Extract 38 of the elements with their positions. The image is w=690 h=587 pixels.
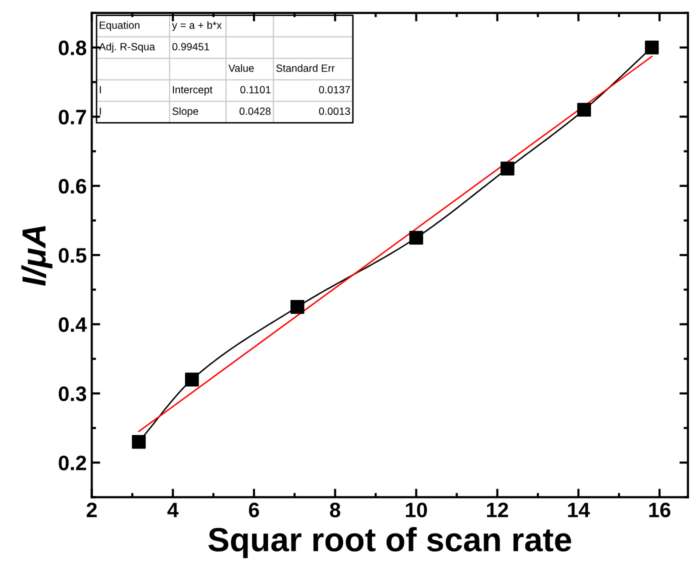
annotation: 0.0428 [240,108,271,115]
x-tick-label: 10 [406,502,427,518]
x-tick-label: 4 [167,502,179,518]
point [290,300,304,314]
x-tick-label: 6 [248,502,260,518]
annotation: Standard Err [276,64,335,72]
y-tick-label: 0.4 [58,317,87,332]
annotation: 0.0137 [319,86,350,94]
annotation: Intercept [172,86,212,96]
annotation: I [100,86,101,94]
x-tick-label: 2 [86,502,97,518]
point [577,102,592,117]
annotation: y = a + b*x [172,21,222,31]
annotation: Slope [172,107,198,117]
annotation: Equation [100,21,140,31]
y-tick-label: 0.8 [58,40,86,56]
annotation: I [100,108,101,115]
x-tick-label: 8 [330,502,340,518]
point [185,372,199,386]
y-tick-label: 0.2 [58,456,86,470]
y-tick-label: 0.3 [58,386,86,402]
annotation: Adj. R-Squa [98,42,156,52]
y-tick-label: 0.7 [58,110,86,124]
annotation: 0.1101 [240,86,271,94]
annotation: 0.99451 [172,43,210,50]
point [409,230,424,245]
x-axis-title: Squar root of scan rate [208,527,572,558]
x-tick-label: 12 [487,502,508,518]
x-tick-label: 14 [568,502,590,518]
y-tick-label: 0.5 [58,248,86,263]
point [500,162,514,176]
annotation: Value [228,64,254,72]
annotation: 0.0013 [319,108,350,115]
point [644,40,659,54]
point [132,434,146,449]
y-tick-label: 0.6 [58,178,86,194]
y-axis-title: I/μA [21,226,52,286]
x-tick-label: 16 [649,502,670,518]
